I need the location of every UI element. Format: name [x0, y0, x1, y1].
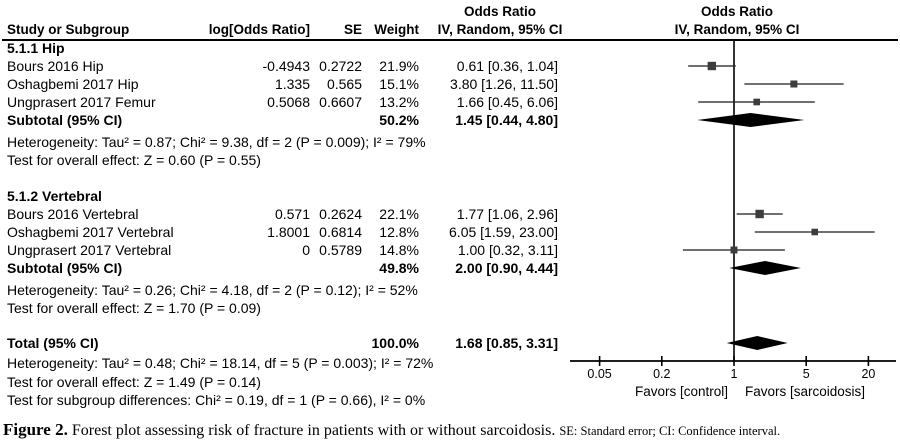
overall-effect-text: Test for overall effect: Z = 1.70 (P = 0…	[7, 300, 261, 316]
total-weight: 100.0%	[371, 335, 419, 351]
total-overall-effect-text: Test for overall effect: Z = 1.49 (P = 0…	[7, 374, 261, 390]
total-diamond	[726, 336, 788, 350]
subtotal-diamond	[697, 113, 805, 127]
plot-header-or-method: IV, Random, 95% CI	[674, 22, 800, 37]
effect-square	[755, 209, 764, 219]
axis-tick-label: 5	[803, 367, 810, 381]
study-weight: 21.9%	[379, 58, 419, 74]
study-name: Oshagbemi 2017 Vertebral	[7, 224, 174, 240]
plot-header-or-title: Odds Ratio	[700, 4, 773, 19]
study-weight: 13.2%	[379, 94, 419, 110]
study-log-or: -0.4943	[262, 58, 310, 74]
subtotal-ci: 1.45 [0.44, 4.80]	[455, 112, 558, 128]
study-weight: 12.8%	[379, 224, 419, 240]
caption-text: Forest plot assessing risk of fracture i…	[71, 422, 556, 439]
col-header-or-title: Odds Ratio	[463, 4, 536, 19]
col-header-weight: Weight	[374, 22, 419, 37]
study-ci: 1.77 [1.06, 2.96]	[456, 206, 558, 222]
study-log-or: 1.335	[274, 76, 310, 92]
axis-tick-label: 0.05	[587, 367, 611, 381]
group-label: 5.1.2 Vertebral	[7, 188, 102, 204]
study-log-or: 0	[302, 242, 310, 258]
heterogeneity-text: Heterogeneity: Tau² = 0.26; Chi² = 4.18,…	[7, 282, 418, 298]
col-header-or-method: IV, Random, 95% CI	[437, 22, 563, 37]
effect-square	[730, 246, 738, 254]
study-se: 0.565	[326, 76, 362, 92]
study-ci: 6.05 [1.59, 23.00]	[449, 224, 558, 240]
study-weight: 15.1%	[379, 76, 419, 92]
col-header-study: Study or Subgroup	[7, 22, 130, 37]
header-rule	[2, 39, 898, 41]
study-log-or: 0.5068	[267, 94, 310, 110]
study-se: 0.5789	[319, 242, 362, 258]
subtotal-ci: 2.00 [0.90, 4.44]	[455, 260, 558, 276]
study-name: Ungprasert 2017 Vertebral	[7, 242, 172, 258]
forest-plot-canvas: 0.05 0.2 1 5 20 Favors [control] Favors [sarco…	[570, 40, 896, 399]
subtotal-label: Subtotal (95% CI)	[7, 260, 123, 276]
axis-tick-label: 20	[861, 367, 875, 381]
col-header-se: SE	[343, 22, 362, 37]
effect-square	[707, 61, 717, 71]
favors-left-label: Favors [control]	[635, 384, 728, 399]
study-name: Ungprasert 2017 Femur	[7, 94, 156, 110]
group-label: 5.1.1 Hip	[7, 40, 65, 56]
caption-label: Figure 2.	[3, 420, 68, 439]
study-se: 0.6814	[319, 224, 362, 240]
study-ci: 1.66 [0.45, 6.06]	[456, 94, 558, 110]
study-ci: 3.80 [1.26, 11.50]	[450, 76, 558, 92]
effect-square	[790, 80, 798, 88]
overall-effect-text: Test for overall effect: Z = 0.60 (P = 0…	[7, 152, 261, 168]
subtotal-weight: 49.8%	[379, 260, 419, 276]
subtotal-label: Subtotal (95% CI)	[7, 112, 123, 128]
study-ci: 1.00 [0.32, 3.11]	[457, 242, 558, 258]
heterogeneity-text: Heterogeneity: Tau² = 0.87; Chi² = 9.38,…	[7, 134, 426, 150]
subgroup-differences-text: Test for subgroup differences: Chi² = 0.…	[7, 392, 426, 408]
caption-note: SE: Standard error; CI: Confidence inter…	[559, 424, 781, 438]
study-se: 0.2722	[319, 58, 362, 74]
col-header-log-or: log[Odds Ratio]	[208, 22, 310, 37]
axis-tick-label: 0.2	[653, 367, 670, 381]
study-name: Bours 2016 Hip	[7, 58, 104, 74]
study-se: 0.6607	[319, 94, 362, 110]
study-se: 0.2624	[319, 206, 362, 222]
study-name: Bours 2016 Vertebral	[7, 206, 139, 222]
study-log-or: 1.8001	[267, 224, 310, 240]
favors-right-label: Favors [sarcoidosis]	[745, 384, 865, 399]
study-weight: 14.8%	[379, 242, 419, 258]
effect-square	[753, 98, 761, 106]
total-ci: 1.68 [0.85, 3.31]	[455, 335, 558, 351]
subtotal-weight: 50.2%	[379, 112, 419, 128]
figure-caption: Figure 2. Forest plot assessing risk of …	[3, 420, 900, 440]
subtotal-diamond	[729, 261, 801, 275]
study-weight: 22.1%	[379, 206, 419, 222]
study-log-or: 0.571	[274, 206, 310, 222]
axis-tick-label: 1	[731, 367, 738, 381]
effect-square	[811, 228, 819, 236]
total-label: Total (95% CI)	[7, 335, 99, 351]
study-name: Oshagbemi 2017 Hip	[7, 76, 139, 92]
study-ci: 0.61 [0.36, 1.04]	[456, 58, 558, 74]
total-heterogeneity-text: Heterogeneity: Tau² = 0.48; Chi² = 18.14…	[7, 355, 434, 371]
